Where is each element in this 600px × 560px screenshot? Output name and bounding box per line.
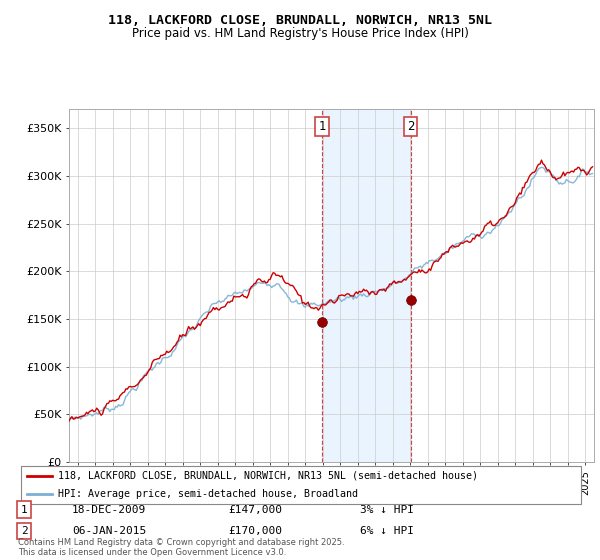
Text: HPI: Average price, semi-detached house, Broadland: HPI: Average price, semi-detached house,…: [58, 489, 358, 499]
Text: 6% ↓ HPI: 6% ↓ HPI: [360, 526, 414, 536]
Text: 1: 1: [319, 120, 326, 133]
Text: 118, LACKFORD CLOSE, BRUNDALL, NORWICH, NR13 5NL (semi-detached house): 118, LACKFORD CLOSE, BRUNDALL, NORWICH, …: [58, 471, 478, 480]
Text: £147,000: £147,000: [228, 505, 282, 515]
Text: 118, LACKFORD CLOSE, BRUNDALL, NORWICH, NR13 5NL: 118, LACKFORD CLOSE, BRUNDALL, NORWICH, …: [108, 14, 492, 27]
FancyBboxPatch shape: [21, 466, 581, 503]
Text: 3% ↓ HPI: 3% ↓ HPI: [360, 505, 414, 515]
Text: 06-JAN-2015: 06-JAN-2015: [72, 526, 146, 536]
Text: Contains HM Land Registry data © Crown copyright and database right 2025.
This d: Contains HM Land Registry data © Crown c…: [18, 538, 344, 557]
Bar: [322, 109, 410, 462]
Text: Price paid vs. HM Land Registry's House Price Index (HPI): Price paid vs. HM Land Registry's House …: [131, 27, 469, 40]
Text: 2: 2: [20, 526, 28, 536]
Text: 1: 1: [20, 505, 28, 515]
Text: 18-DEC-2009: 18-DEC-2009: [72, 505, 146, 515]
Text: 2: 2: [407, 120, 415, 133]
Text: £170,000: £170,000: [228, 526, 282, 536]
